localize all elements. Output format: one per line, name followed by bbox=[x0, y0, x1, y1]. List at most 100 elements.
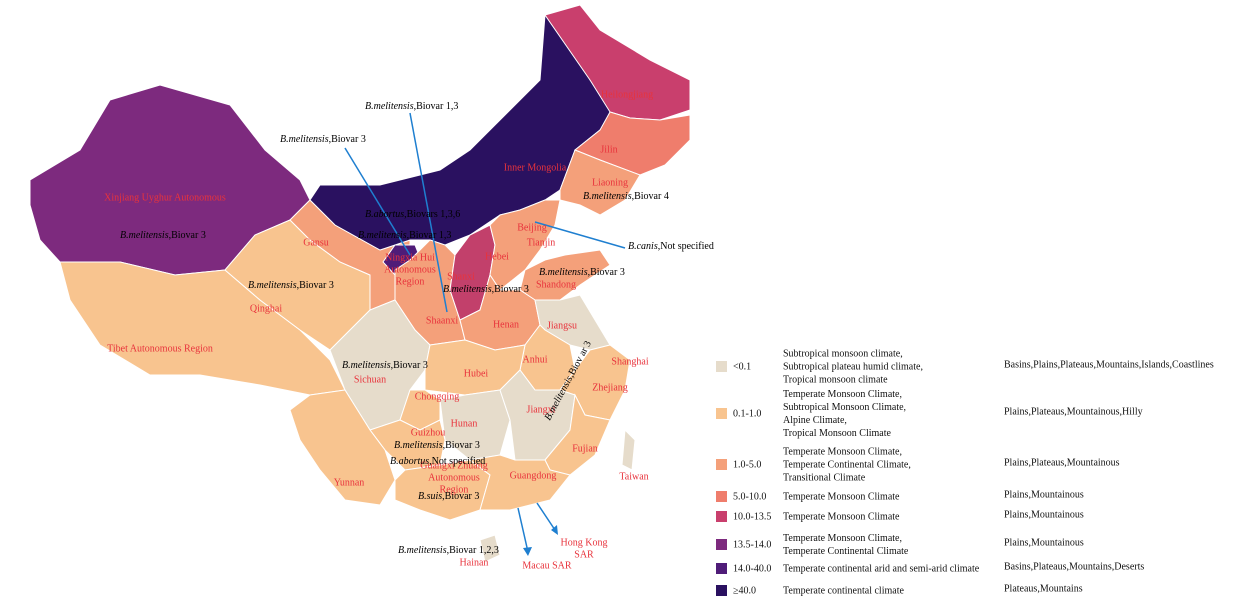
legend-climate: Tropical monsoon climate bbox=[783, 374, 888, 385]
legend-range: 10.0-13.5 bbox=[733, 511, 771, 522]
province-label: Zhejiang bbox=[592, 382, 628, 393]
annotation-text: ,Biovar 3 bbox=[492, 284, 529, 295]
province-label: Shanxi bbox=[447, 271, 475, 282]
province-label: Guangdong bbox=[510, 470, 557, 481]
annotation-text: ,Biovar 1,2,3 bbox=[447, 545, 499, 556]
annotation-text: ,Biovar 3 bbox=[329, 134, 366, 145]
province-label: Region bbox=[396, 276, 425, 287]
province-label: Tianjin bbox=[527, 237, 556, 248]
province-label: Macau SAR bbox=[522, 560, 571, 571]
leader-lines bbox=[344, 112, 626, 556]
legend-range: 1.0-5.0 bbox=[733, 459, 761, 470]
province-label: Hunan bbox=[451, 418, 478, 429]
legend-terrain: Plains,Mountainous bbox=[1004, 489, 1084, 500]
annotation: B.canis,Not specified bbox=[628, 241, 714, 252]
legend-climate: Temperate Monsoon Climate, bbox=[783, 446, 902, 457]
annotation-text: ,Biovar 1,3 bbox=[407, 230, 452, 241]
annotation: B.melitensis,Biovar 1,3 bbox=[365, 101, 458, 112]
province-label: Jiangsu bbox=[547, 320, 577, 331]
legend-swatch bbox=[716, 539, 727, 550]
legend-climate: Temperate Continental Climate, bbox=[783, 459, 911, 470]
legend-range: 5.0-10.0 bbox=[733, 491, 766, 502]
annotation-text: ,Biovar 3 bbox=[391, 360, 428, 371]
province-label: Anhui bbox=[523, 354, 548, 365]
annotation: B.melitensis,Biovar 3 bbox=[280, 134, 366, 145]
province-label: Yunnan bbox=[334, 477, 365, 488]
province-label: Hebei bbox=[485, 251, 509, 262]
province bbox=[479, 534, 501, 563]
annotation-text: ,Not specified bbox=[429, 456, 485, 467]
annotation: B.melitensis,Biovar 3 bbox=[248, 280, 334, 291]
legend-climate: Temperate continental arid and semi-arid… bbox=[783, 563, 980, 574]
province-label: Shaanxi bbox=[426, 315, 458, 326]
annotation-text: ,Biovar 4 bbox=[632, 191, 669, 202]
province-label: Jiangxi bbox=[527, 404, 556, 415]
annotation-species: B.suis bbox=[418, 491, 442, 502]
province bbox=[559, 149, 641, 216]
province bbox=[489, 199, 561, 291]
annotation-species: B.melitensis bbox=[248, 280, 297, 291]
annotation: B.melitensis,Biovar 1,3 bbox=[358, 230, 451, 241]
province-label: Heilongjiang bbox=[601, 89, 653, 100]
arrow-head bbox=[523, 525, 558, 556]
annotation: B.melitensis,Biovar 4 bbox=[583, 191, 669, 202]
leader-line bbox=[344, 147, 411, 256]
province-label: SAR bbox=[574, 549, 594, 560]
annotation: B.abortus,Biovars 1,3,6 bbox=[365, 209, 460, 220]
legend-climate: Subtropical plateau humid climate, bbox=[783, 361, 923, 372]
province bbox=[439, 389, 511, 461]
province-label: Gansu bbox=[303, 237, 329, 248]
province-label: Beijing bbox=[517, 222, 546, 233]
legend-terrain: Basins,Plains,Plateaus,Mountains,Islands… bbox=[1004, 359, 1214, 370]
legend-swatch bbox=[716, 563, 727, 574]
province-label: Fujian bbox=[572, 443, 598, 454]
legend-climate: Temperate Monsoon Climate, bbox=[783, 533, 902, 544]
province-label: Inner Mongolia bbox=[504, 162, 567, 173]
arrow bbox=[536, 502, 556, 531]
annotation-text: ,Not specified bbox=[658, 241, 714, 252]
province-label: Region bbox=[440, 484, 469, 495]
leader-line bbox=[409, 112, 448, 313]
province-label: Shanghai bbox=[611, 356, 648, 367]
legend-climate: Temperate Continental Climate bbox=[783, 546, 909, 557]
legend-terrain: Plains,Plateaus,Mountainous bbox=[1004, 457, 1120, 468]
legend-range: 0.1-1.0 bbox=[733, 408, 761, 419]
legend-climate: Alpine Climate, bbox=[783, 415, 847, 426]
annotation: B.abortus,Not specified bbox=[390, 456, 485, 467]
legend-climate: Subtropical monsoon climate, bbox=[783, 348, 903, 359]
annotation-species: B.melitensis bbox=[443, 284, 492, 295]
annotation-species: B.melitensis bbox=[358, 230, 407, 241]
legend-swatch bbox=[716, 408, 727, 419]
legend-swatch bbox=[716, 585, 727, 596]
annotation-species: B.melitensis bbox=[583, 191, 632, 202]
province-label: Autonomous bbox=[428, 472, 480, 483]
province-shapes bbox=[29, 4, 691, 563]
legend-climate: Subtropical Monsoon Climate, bbox=[783, 402, 906, 413]
annotation: B.melitensis,Biovar 1,2,3 bbox=[398, 545, 499, 556]
annotation-text: ,Biovar 1,3 bbox=[414, 101, 459, 112]
legend-terrain: Basins,Plateaus,Mountains,Deserts bbox=[1004, 561, 1144, 572]
province bbox=[289, 389, 396, 506]
province bbox=[574, 111, 691, 176]
annotation-text: ,Biovar 3 bbox=[442, 491, 479, 502]
annotation-text: ,Biovars 1,3,6 bbox=[404, 209, 460, 220]
legend-climate: Transitional Climate bbox=[783, 472, 866, 483]
province-label: Chongqing bbox=[415, 391, 459, 402]
annotation-text: ,Biovar 3 bbox=[169, 230, 206, 241]
legend-climate: Temperate Monsoon Climate bbox=[783, 491, 900, 502]
annotation-species: B.abortus bbox=[390, 456, 429, 467]
province-label: Shandong bbox=[536, 279, 576, 290]
annotation-species: B.melitensis bbox=[398, 545, 447, 556]
annotation-species: B.melitensis bbox=[394, 440, 443, 451]
province-label: Xinjiang Uyghur Autonomous bbox=[104, 192, 226, 203]
legend-range: <0.1 bbox=[733, 361, 751, 372]
legend-climate: Temperate Monsoon Climate bbox=[783, 511, 900, 522]
legend-climate: Tropical Monsoon Climate bbox=[783, 428, 892, 439]
annotation: B.melitensis,Biovar 3 bbox=[120, 230, 206, 241]
legend-swatch bbox=[716, 459, 727, 470]
province bbox=[621, 428, 636, 471]
legend-climate: Temperate continental climate bbox=[783, 585, 904, 596]
legend-terrain: Plains,Mountainous bbox=[1004, 509, 1084, 520]
annotation: B.melitensis,Biovar 3 bbox=[342, 360, 428, 371]
